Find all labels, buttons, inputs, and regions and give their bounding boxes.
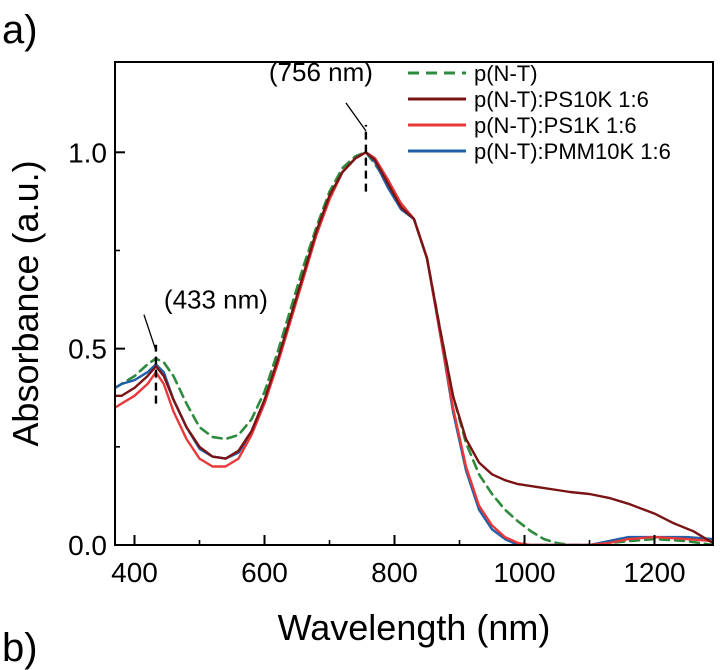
- series-line-2: [115, 151, 713, 545]
- legend: p(N-T)p(N-T):PS10K 1:6p(N-T):PS1K 1:6p(N…: [408, 61, 671, 164]
- x-tick-label: 800: [371, 557, 418, 588]
- absorbance-chart: (433 nm)(756 nm) 400 600 800 1000 1200 0.0 0.5…: [5, 57, 714, 648]
- y-axis-label: Absorbance (a.u.): [5, 160, 46, 446]
- annotation-layer: (433 nm)(756 nm): [143, 57, 373, 404]
- x-axis-label: Wavelength (nm): [278, 607, 551, 648]
- peak-leader-line: [345, 102, 367, 132]
- y-tick-label: 0.5: [68, 334, 107, 365]
- series-line-3: [115, 151, 713, 545]
- tick-layer: 400 600 800 1000 1200 0.0 0.5 1.0: [68, 137, 686, 588]
- panel-label-a: a): [2, 8, 38, 52]
- peak-label: (433 nm): [164, 285, 268, 315]
- legend-entry-label: p(N-T): [474, 61, 538, 86]
- x-tick-label: 1200: [623, 557, 685, 588]
- y-tick-label: 0.0: [68, 530, 107, 561]
- x-tick-label: 600: [241, 557, 288, 588]
- x-tick-label: 1000: [493, 557, 555, 588]
- series-layer: [115, 151, 713, 545]
- legend-entry-label: p(N-T):PS1K 1:6: [474, 113, 637, 138]
- plot-frame: [114, 61, 714, 546]
- series-line-1: [115, 151, 713, 545]
- y-tick-label: 1.0: [68, 137, 107, 168]
- legend-entry-label: p(N-T):PMM10K 1:6: [474, 139, 671, 164]
- legend-entry-label: p(N-T):PS10K 1:6: [474, 87, 649, 112]
- series-line-4: [115, 151, 713, 545]
- x-tick-label: 400: [111, 557, 158, 588]
- peak-leader-line: [143, 314, 157, 351]
